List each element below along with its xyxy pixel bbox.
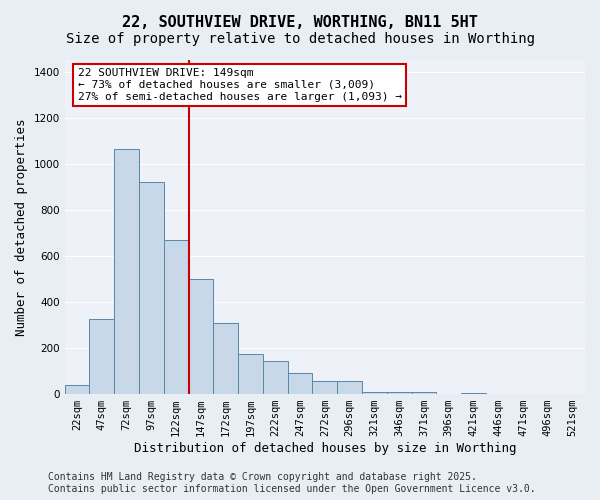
Text: 22, SOUTHVIEW DRIVE, WORTHING, BN11 5HT: 22, SOUTHVIEW DRIVE, WORTHING, BN11 5HT: [122, 15, 478, 30]
Bar: [238, 354, 263, 394]
Bar: [89, 319, 114, 394]
Bar: [287, 374, 313, 394]
X-axis label: Distribution of detached houses by size in Worthing: Distribution of detached houses by size …: [134, 442, 516, 455]
Bar: [214, 322, 238, 394]
Bar: [387, 392, 412, 394]
Bar: [263, 360, 287, 394]
Bar: [188, 279, 214, 394]
Y-axis label: Number of detached properties: Number of detached properties: [15, 118, 28, 336]
Text: Contains HM Land Registry data © Crown copyright and database right 2025.
Contai: Contains HM Land Registry data © Crown c…: [48, 472, 536, 494]
Bar: [337, 382, 362, 394]
Bar: [313, 382, 337, 394]
Bar: [164, 240, 188, 394]
Bar: [114, 148, 139, 394]
Text: Size of property relative to detached houses in Worthing: Size of property relative to detached ho…: [65, 32, 535, 46]
Bar: [65, 385, 89, 394]
Text: 22 SOUTHVIEW DRIVE: 149sqm
← 73% of detached houses are smaller (3,009)
27% of s: 22 SOUTHVIEW DRIVE: 149sqm ← 73% of deta…: [77, 68, 401, 102]
Bar: [362, 392, 387, 394]
Bar: [461, 393, 486, 394]
Bar: [139, 182, 164, 394]
Bar: [412, 392, 436, 394]
